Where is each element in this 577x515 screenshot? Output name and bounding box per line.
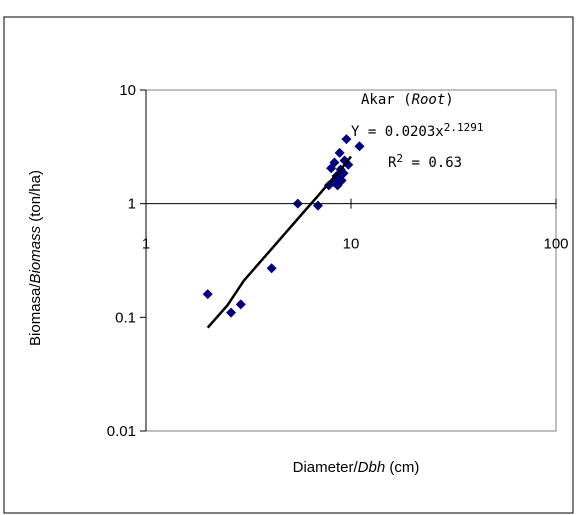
annotation-equation: Y = 0.0203x2.1291 bbox=[351, 121, 483, 140]
data-point bbox=[202, 289, 213, 300]
x-tick-label: 1 bbox=[142, 236, 150, 253]
data-point bbox=[235, 299, 246, 310]
x-axis-label: Diameter/Dbh (cm) bbox=[293, 459, 420, 476]
data-point bbox=[341, 134, 352, 145]
trend-line bbox=[206, 155, 352, 329]
data-point bbox=[329, 157, 340, 168]
data-point bbox=[334, 147, 345, 158]
annotation-title: Akar (Root) bbox=[361, 92, 454, 108]
y-axis-label: Biomasa/Biomass (ton/ha) bbox=[27, 170, 44, 346]
x-tick-label: 10 bbox=[343, 236, 360, 253]
data-point bbox=[226, 307, 237, 318]
y-tick-label: 10 bbox=[119, 82, 136, 99]
data-point bbox=[266, 263, 277, 274]
data-point bbox=[336, 175, 347, 186]
y-tick-label: 1 bbox=[128, 196, 136, 213]
annotation-r2: R2 = 0.63 bbox=[388, 152, 462, 171]
chart-frame bbox=[3, 16, 574, 514]
y-tick-label: 0.1 bbox=[115, 309, 136, 326]
y-tick-label: 0.01 bbox=[107, 423, 136, 440]
data-point bbox=[354, 141, 365, 152]
x-tick-label: 100 bbox=[543, 236, 568, 253]
